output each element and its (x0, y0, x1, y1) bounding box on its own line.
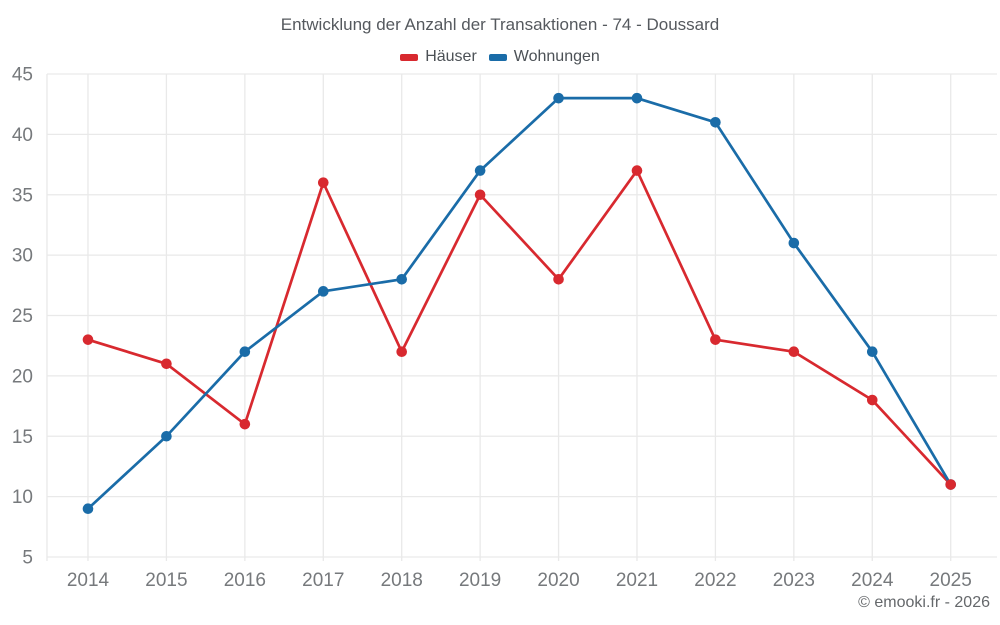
y-tick-label: 35 (12, 185, 33, 206)
x-tick-label: 2021 (616, 570, 658, 591)
y-tick-label: 5 (22, 548, 33, 569)
hauser-legend-swatch-icon (400, 53, 419, 61)
data-point-wohnungen-2022[interactable] (710, 117, 721, 128)
data-point-wohnungen-2021[interactable] (631, 92, 643, 104)
x-tick-label: 2022 (694, 570, 736, 591)
wohnungen-legend-swatch-icon (488, 53, 507, 61)
x-tick-label: 2019 (459, 570, 501, 591)
y-tick-label: 20 (12, 366, 33, 387)
x-tick-label: 2017 (302, 570, 344, 591)
y-tick-label: 25 (12, 306, 33, 327)
data-point-häuser-2021[interactable] (631, 165, 643, 176)
chart-title: Entwicklung der Anzahl der Transaktionen… (280, 15, 720, 34)
data-point-häuser-2019[interactable] (474, 189, 486, 201)
y-tick-label: 40 (12, 125, 33, 146)
legend-item-wohnungen[interactable]: Wohnungen (488, 48, 600, 66)
x-axis-labels: 2014 2015 2016 2017 2018 2019 2020 2021 2022 2023… (67, 570, 972, 591)
data-point-häuser-2014[interactable] (82, 334, 94, 345)
x-tick-label: 2014 (67, 570, 110, 591)
x-tick-label: 2020 (537, 570, 579, 591)
data-point-häuser-2022[interactable] (710, 334, 721, 345)
data-point-wohnungen-2014[interactable] (82, 503, 94, 514)
legend-label-hauser: Häuser (425, 48, 477, 65)
chart-credit: © emooki.fr - 2026 (858, 594, 990, 611)
data-point-häuser-2015[interactable] (161, 358, 172, 370)
data-point-wohnungen-2024[interactable] (866, 346, 878, 358)
y-tick-label: 10 (12, 487, 33, 508)
x-tick-label: 2016 (224, 570, 266, 591)
legend-label-wohnungen: Wohnungen (513, 48, 600, 65)
x-tick-label: 2015 (145, 570, 187, 591)
series-line-wohnungen (86, 96, 953, 511)
data-point-wohnungen-2017[interactable] (317, 286, 329, 297)
data-point-häuser-2023[interactable] (788, 346, 800, 358)
y-tick-label: 15 (12, 427, 33, 448)
data-point-häuser-2016[interactable] (239, 418, 251, 430)
series-markers-wohnungen (82, 92, 956, 514)
series-line-häuser (86, 169, 953, 486)
x-tick-label: 2018 (381, 570, 423, 591)
grid (46, 73, 997, 561)
data-point-wohnungen-2023[interactable] (788, 237, 800, 249)
data-point-häuser-2018[interactable] (396, 346, 408, 358)
x-tick-label: 2025 (930, 570, 972, 591)
data-point-wohnungen-2018[interactable] (396, 273, 408, 285)
data-point-wohnungen-2015[interactable] (161, 430, 172, 442)
data-point-häuser-2025[interactable] (945, 479, 956, 490)
legend-item-hauser[interactable]: Häuser (400, 48, 477, 66)
data-point-häuser-2017[interactable] (317, 177, 329, 188)
x-tick-label: 2024 (851, 570, 894, 591)
y-tick-label: 30 (12, 246, 33, 267)
x-tick-label: 2023 (773, 570, 815, 591)
data-point-wohnungen-2019[interactable] (474, 165, 486, 176)
series-markers-häuser (82, 165, 956, 490)
data-point-häuser-2020[interactable] (553, 273, 564, 285)
data-point-häuser-2024[interactable] (866, 394, 878, 406)
y-axis-labels: 5 10 15 20 25 30 35 40 45 (12, 65, 33, 569)
data-point-wohnungen-2020[interactable] (553, 92, 564, 104)
data-point-wohnungen-2016[interactable] (239, 346, 251, 358)
chart-legend: Häuser Wohnungen (0, 48, 1000, 66)
y-tick-label: 45 (12, 65, 33, 86)
